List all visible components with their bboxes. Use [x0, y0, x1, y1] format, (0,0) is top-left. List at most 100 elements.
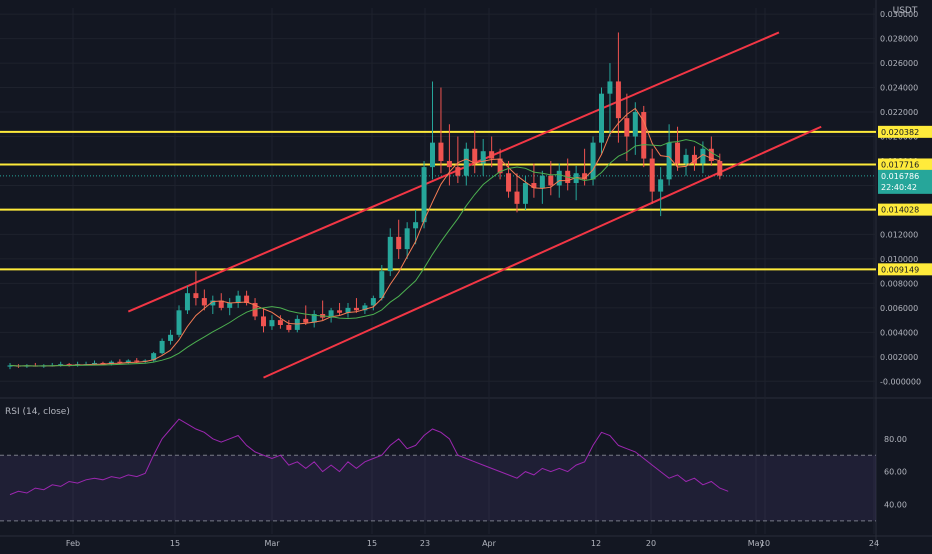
candle-body: [151, 353, 157, 361]
candle-body: [370, 298, 376, 306]
candle-body: [717, 160, 723, 176]
candle-body: [311, 313, 317, 323]
ma-slow-line: [9, 139, 721, 367]
candle-body: [117, 361, 123, 363]
candle-body: [615, 81, 621, 119]
candle-body: [201, 298, 207, 306]
time-tick-label: May: [748, 539, 765, 548]
candle-body: [658, 179, 664, 192]
level-price-tag: [878, 158, 932, 171]
candle-body: [683, 154, 689, 164]
candle-body: [691, 154, 697, 164]
candle-body: [514, 191, 520, 204]
rsi-tick-label: 80.00: [884, 435, 907, 444]
candle-body: [286, 325, 292, 330]
candle-body: [539, 175, 545, 188]
price-tick-label: 0.012000: [880, 230, 918, 239]
candle-body: [463, 148, 469, 176]
candle-body: [556, 170, 562, 186]
candle-body: [506, 173, 512, 192]
horizontal-levels: [0, 130, 876, 271]
ma-fast-line: [9, 107, 720, 367]
price-tick-label: 0.022000: [880, 108, 918, 117]
candle-body: [666, 142, 672, 180]
time-tick-label: Feb: [66, 539, 80, 548]
time-tick-label: 12: [591, 539, 601, 548]
candle-body: [277, 320, 283, 326]
candle-body: [193, 293, 199, 299]
moving-averages: [9, 107, 721, 367]
price-tick-label: 0.010000: [880, 255, 918, 264]
candle-body: [590, 142, 596, 180]
candle-body: [430, 142, 435, 168]
candle-body: [303, 318, 309, 323]
candle-body: [210, 300, 216, 306]
candle-body: [100, 362, 106, 365]
candle-body: [252, 302, 258, 317]
candle-body: [708, 148, 714, 161]
level-price-label: 0.009149: [881, 265, 919, 274]
rsi-line: [9, 418, 729, 496]
rsi-path: [9, 418, 729, 496]
candle-body: [700, 148, 706, 164]
price-labels: 0.020382 0.017716 0.014028 0.009149 0.016786…: [878, 125, 932, 276]
rsi-band-fill: [0, 455, 876, 521]
currency-label: USDT: [893, 6, 918, 16]
candle-body: [328, 310, 334, 318]
candle-body: [421, 167, 427, 223]
candle-body: [599, 93, 604, 143]
candle-body: [227, 302, 233, 308]
countdown-label: 22:40:42: [881, 183, 917, 192]
candle-body: [235, 295, 241, 303]
price-tick-label: -0.000000: [880, 377, 921, 386]
level-price-label: 0.020382: [881, 128, 919, 137]
candle-body: [404, 228, 410, 250]
rsi-band: [0, 454, 876, 522]
candle-body: [624, 118, 630, 137]
candle-body: [345, 307, 351, 313]
candle-body: [497, 158, 503, 174]
price-tick-label: 0.004000: [880, 328, 918, 337]
candle-body: [531, 183, 537, 188]
rsi-tick-label: 60.00: [884, 468, 907, 477]
level-price-tag: [878, 263, 932, 276]
price-tick-label: 0.008000: [880, 279, 918, 288]
time-tick-label: 23: [420, 539, 430, 548]
candle-body: [387, 236, 393, 272]
candles: [7, 32, 723, 370]
candle-body: [58, 364, 64, 366]
candle-body: [455, 167, 461, 176]
candle-body: [92, 362, 97, 365]
candle-body: [675, 142, 681, 164]
candle-body: [413, 222, 419, 229]
channel-lower-line: [263, 125, 822, 379]
candle-body: [489, 151, 495, 159]
rsi-tick-label: 40.00: [884, 500, 907, 509]
time-tick-label: 24: [869, 539, 879, 548]
level-price-label: 0.017716: [881, 160, 919, 169]
time-tick-label: 20: [646, 539, 656, 548]
price-tick-label: 0.024000: [880, 84, 918, 93]
candle-body: [480, 151, 486, 164]
candle-body: [337, 310, 343, 313]
candle-body: [261, 316, 266, 327]
candle-body: [134, 360, 140, 362]
candle-body: [632, 112, 638, 137]
price-tick-label: 0.030000: [880, 10, 918, 19]
last-price-tag: [878, 169, 932, 194]
candle-body: [168, 334, 174, 341]
candle-body: [582, 173, 588, 180]
candle-body: [548, 175, 554, 186]
price-tick-label: 0.026000: [880, 59, 918, 68]
time-tick-label: 15: [170, 539, 180, 548]
trend-channel: [127, 31, 822, 379]
channel-upper-line: [127, 31, 780, 313]
time-tick-label: 15: [367, 539, 377, 548]
candle-body: [353, 307, 359, 311]
candle-body: [176, 310, 182, 335]
candle-body: [641, 112, 647, 159]
candle-body: [7, 365, 13, 367]
